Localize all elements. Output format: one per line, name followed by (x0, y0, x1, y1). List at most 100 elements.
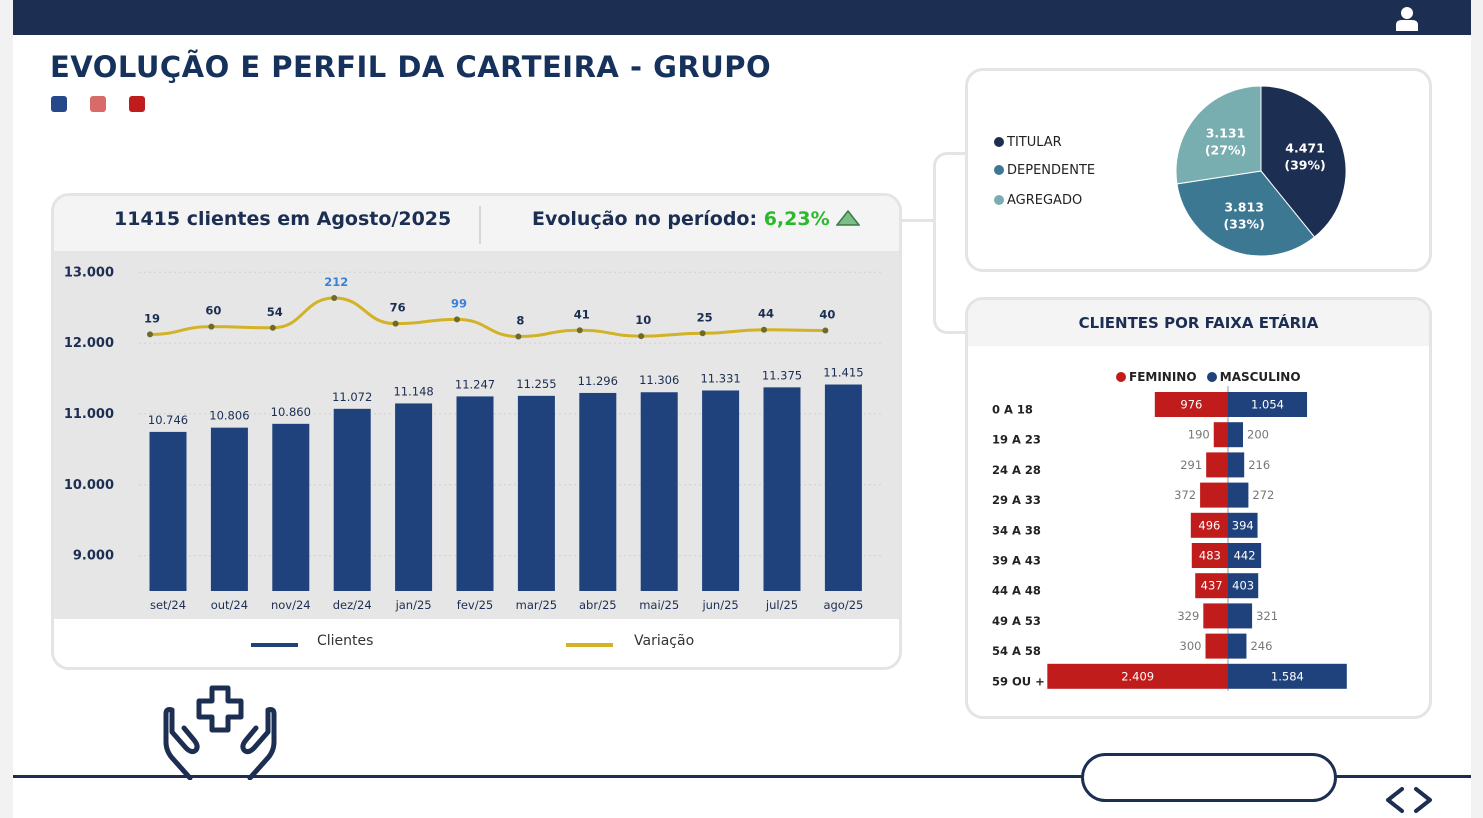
bar-male (1228, 633, 1247, 659)
legend-variation-label: Variação (634, 633, 695, 649)
bar-female (1205, 633, 1228, 659)
variation-point (576, 327, 583, 334)
female-value-label: 2.409 (1121, 669, 1154, 683)
age-pyramid-chart: 0 A 18 976 1.054 19 A 23 190 200 24 A 28 291 216… (992, 386, 1347, 691)
male-value-label: 216 (1248, 458, 1270, 472)
bar-value-label: 11.072 (332, 390, 372, 404)
bar-value-label: 11.148 (393, 384, 433, 398)
variation-point (454, 316, 460, 323)
clients-chart-area: 9.000 10.000 11.000 12.000 13.000 10.746 set/2… (54, 251, 899, 619)
bar-male (1228, 573, 1259, 599)
variation-value-label: 40 (819, 307, 835, 321)
dependente-swatch (994, 165, 1004, 175)
bar-male (1228, 512, 1258, 538)
dependente-label: DEPENDENTE (1007, 163, 1096, 178)
x-tick-label: ago/25 (823, 598, 863, 612)
variation-value-label: 19 (144, 311, 160, 325)
age-range-label: 24 A 28 (992, 463, 1041, 477)
legend-dot-red (129, 96, 145, 112)
age-range-label: 44 A 48 (992, 584, 1041, 598)
bar-female (1190, 512, 1228, 538)
pie-percent-label: (33%) (1223, 217, 1264, 232)
variation-point (822, 327, 829, 334)
x-tick-label: out/24 (211, 598, 248, 612)
bar-value-label: 11.247 (455, 377, 495, 391)
variation-line (149, 296, 826, 338)
variation-point (761, 326, 767, 333)
y-tick-label: 11.000 (64, 407, 114, 422)
titular-label: TITULAR (1007, 135, 1062, 150)
bar-clients (272, 423, 310, 591)
age-range-label: 19 A 23 (992, 433, 1041, 447)
evolution-header: 11415 clientes em Agosto/2025 Evolução n… (54, 196, 899, 251)
female-swatch (1116, 372, 1126, 382)
age-range-label: 54 A 58 (992, 644, 1041, 658)
pie-percent-label: (27%) (1205, 143, 1246, 158)
bar-female (1203, 603, 1228, 629)
bottom-divider (13, 775, 1471, 778)
bar-clients (149, 431, 187, 591)
x-tick-label: jun/25 (701, 598, 738, 612)
pie-slice (1260, 85, 1347, 238)
pie-legend-titular: TITULAR (994, 135, 1062, 150)
header-divider (479, 206, 481, 244)
age-range-label: 39 A 43 (992, 554, 1041, 568)
bar-female (1047, 663, 1228, 689)
x-tick-label: nov/24 (271, 598, 311, 612)
male-label: MASCULINO (1219, 370, 1301, 384)
period-evolution: Evolução no período: 6,23% (532, 208, 861, 230)
variation-point (515, 333, 522, 340)
bar-female (1195, 573, 1228, 599)
pie-legend-agregado: AGREGADO (994, 193, 1082, 208)
male-value-label: 1.054 (1251, 398, 1284, 412)
age-range-label: 59 OU + (992, 674, 1045, 688)
bar-value-label: 11.255 (516, 377, 556, 391)
x-tick-label: mai/25 (639, 598, 679, 612)
variation-value-label: 41 (574, 307, 590, 321)
clients-evolution-chart: 9.000 10.000 11.000 12.000 13.000 10.746 set/2… (64, 265, 884, 612)
navigation-pill-button[interactable] (1081, 753, 1337, 802)
bar-clients (824, 384, 862, 591)
user-icon[interactable] (1394, 5, 1420, 31)
prev-next-arrows-icon[interactable] (1382, 786, 1436, 814)
legend-dot-blue (51, 96, 67, 112)
legend-clients-label: Clientes (317, 633, 374, 649)
age-range-label: 0 A 18 (992, 403, 1033, 417)
variation-value-label: 44 (758, 307, 774, 321)
beneficiary-pie-chart: 4.471 (39%) 3.813 (33%) 3.131 (27%) (1175, 85, 1347, 257)
bar-value-label: 11.306 (639, 373, 679, 387)
pie-percent-label: (39%) (1284, 157, 1325, 172)
bar-value-label: 11.296 (578, 374, 618, 388)
female-value-label: 496 (1198, 518, 1220, 532)
male-value-label: 1.584 (1271, 669, 1304, 683)
variation-point (147, 331, 153, 338)
age-header: CLIENTES POR FAIXA ETÁRIA (968, 300, 1429, 346)
bar-value-label: 11.375 (762, 368, 802, 382)
bar-clients (210, 427, 248, 591)
y-tick-label: 10.000 (64, 478, 114, 493)
bar-clients (517, 395, 555, 591)
connector-stub (900, 219, 936, 222)
female-label: FEMININO (1129, 370, 1197, 384)
page-title: EVOLUÇÃO E PERFIL DA CARTEIRA - GRUPO (50, 50, 772, 84)
x-tick-label: set/24 (150, 598, 186, 612)
variation-point (638, 333, 645, 340)
bar-value-label: 10.746 (148, 413, 188, 427)
bar-female (1191, 543, 1228, 568)
variation-point (392, 320, 399, 327)
bar-clients (333, 408, 371, 591)
female-value-label: 291 (1180, 458, 1202, 472)
x-tick-label: jul/25 (765, 598, 798, 612)
variation-value-label: 8 (516, 313, 524, 327)
y-tick-label: 9.000 (73, 549, 114, 564)
bar-male (1228, 392, 1308, 417)
male-value-label: 403 (1232, 579, 1254, 593)
pie-value-label: 4.471 (1285, 140, 1325, 155)
bar-value-label: 10.860 (271, 405, 311, 419)
bar-clients (702, 390, 740, 591)
variation-point (331, 295, 338, 301)
female-value-label: 372 (1174, 488, 1196, 502)
male-value-label: 394 (1232, 518, 1254, 532)
period-label: Evolução no período: (532, 208, 758, 230)
bar-male (1228, 482, 1249, 508)
